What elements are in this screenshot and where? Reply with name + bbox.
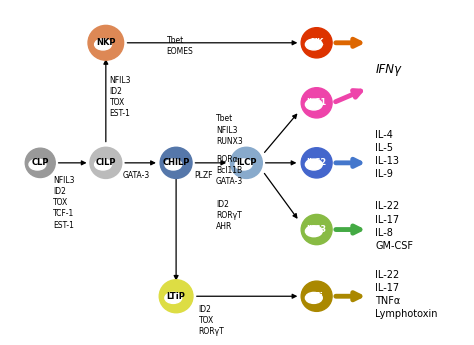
Ellipse shape: [95, 39, 111, 50]
Ellipse shape: [305, 99, 322, 110]
Text: PLZF: PLZF: [194, 171, 212, 180]
Text: IFNγ: IFNγ: [375, 63, 401, 76]
Ellipse shape: [160, 147, 192, 178]
Ellipse shape: [95, 159, 111, 170]
Text: RORα
Bcl11B
GATA-3: RORα Bcl11B GATA-3: [216, 155, 243, 186]
Text: NKP: NKP: [96, 38, 116, 47]
Text: ILC1: ILC1: [307, 98, 327, 107]
Ellipse shape: [90, 147, 122, 178]
Text: Tbet
NFIL3
RUNX3: Tbet NFIL3 RUNX3: [216, 115, 243, 146]
Ellipse shape: [301, 88, 332, 118]
Text: ILC2: ILC2: [307, 158, 327, 167]
Ellipse shape: [25, 148, 55, 178]
Ellipse shape: [159, 280, 193, 313]
Ellipse shape: [305, 293, 322, 303]
Text: NK: NK: [310, 38, 323, 47]
Text: Tbet
EOMES: Tbet EOMES: [167, 36, 193, 56]
Text: ID2
RORγT
AHR: ID2 RORγT AHR: [216, 199, 242, 231]
Ellipse shape: [165, 159, 182, 170]
Text: NFIL3
ID2
TOX
EST-1: NFIL3 ID2 TOX EST-1: [109, 76, 131, 118]
Text: CLP: CLP: [31, 158, 49, 167]
Text: LTi: LTi: [310, 292, 323, 301]
Ellipse shape: [301, 215, 332, 245]
Text: ID2
TOX
RORγT: ID2 TOX RORγT: [199, 305, 224, 336]
Text: GATA-3: GATA-3: [122, 171, 149, 180]
Text: IL-4
IL-5
IL-13
IL-9: IL-4 IL-5 IL-13 IL-9: [375, 130, 399, 179]
Ellipse shape: [305, 39, 322, 50]
Ellipse shape: [165, 293, 182, 303]
Text: IL-22
IL-17
TNFα
Lymphotoxin: IL-22 IL-17 TNFα Lymphotoxin: [375, 270, 438, 319]
Text: IL-22
IL-17
IL-8
GM-CSF: IL-22 IL-17 IL-8 GM-CSF: [375, 201, 413, 251]
Text: CILP: CILP: [96, 158, 116, 167]
Ellipse shape: [235, 159, 252, 170]
Ellipse shape: [88, 26, 124, 60]
Ellipse shape: [305, 226, 322, 237]
Text: ILC3: ILC3: [307, 225, 327, 234]
Text: NFIL3
ID2
TOX
TCF-1
EST-1: NFIL3 ID2 TOX TCF-1 EST-1: [53, 176, 74, 229]
Ellipse shape: [29, 159, 46, 170]
Text: CHILP: CHILP: [163, 158, 190, 167]
Ellipse shape: [301, 281, 332, 311]
Text: LTiP: LTiP: [167, 292, 185, 301]
Ellipse shape: [305, 159, 322, 170]
Ellipse shape: [301, 28, 332, 58]
Text: ILCP: ILCP: [236, 158, 256, 167]
Ellipse shape: [230, 147, 262, 178]
Ellipse shape: [301, 148, 332, 178]
